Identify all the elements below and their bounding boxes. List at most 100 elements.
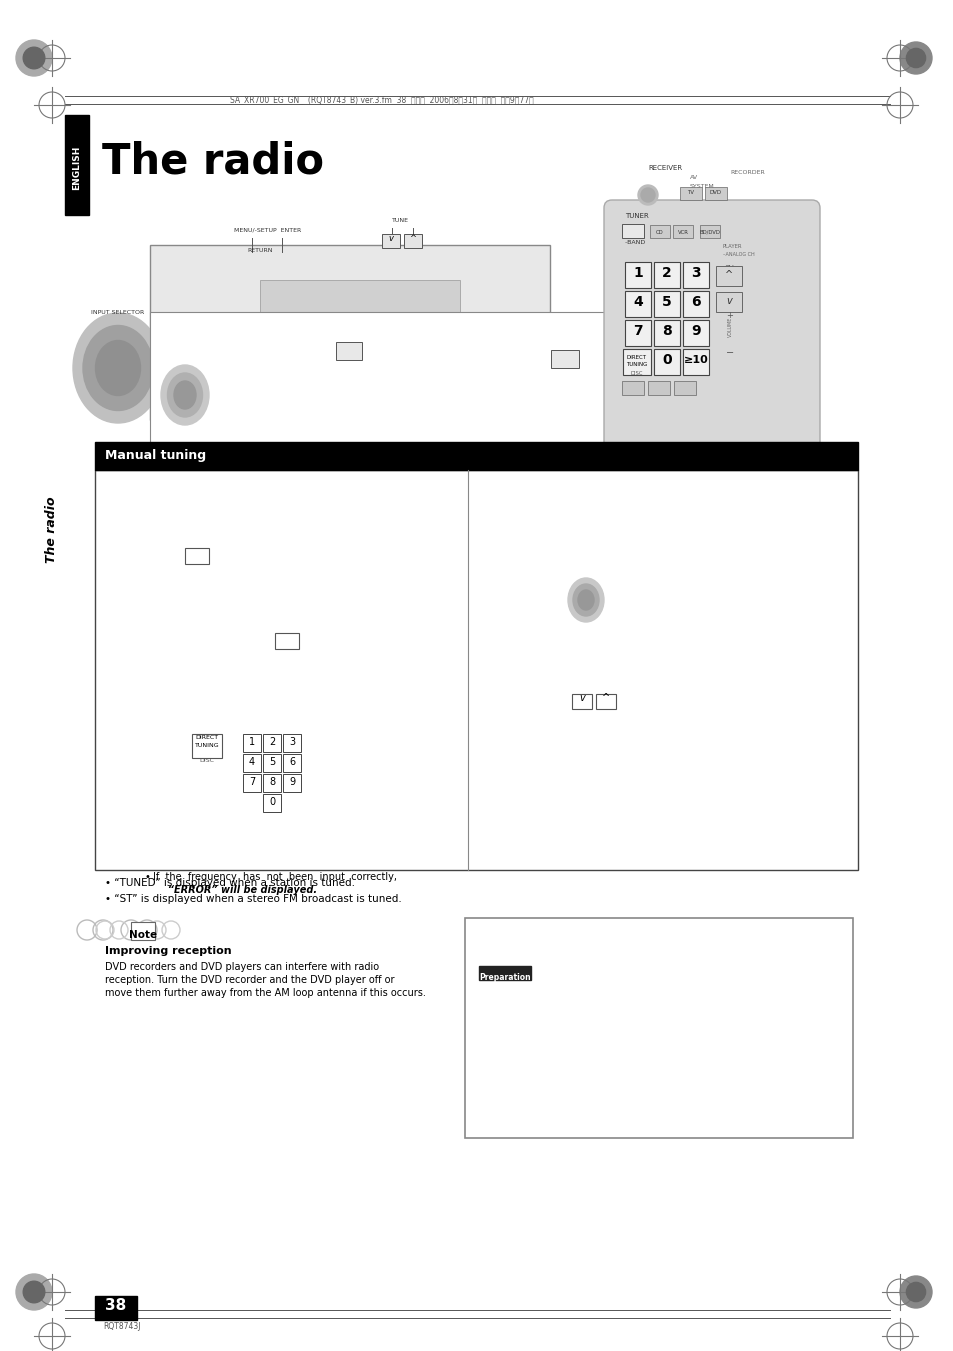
Bar [150, 245, 550, 420]
Bar [263, 754, 281, 771]
Text: Select “9” or “10” and confirm the setting.: Select “9” or “10” and confirm the setti… [495, 1046, 782, 1059]
Text: Select “AM STEP” and confirm the setting.: Select “AM STEP” and confirm the setting… [495, 1020, 778, 1034]
Text: Press [-MENU/-SETUP, RETURN] twice to: Press [-MENU/-SETUP, RETURN] twice to [495, 1088, 760, 1101]
Text: frequency step to suit your area.: frequency step to suit your area. [478, 959, 649, 969]
Text: RETURN: RETURN [552, 349, 578, 353]
Ellipse shape [296, 334, 323, 366]
Text: Select “TUNER” and confirm the setting.: Select “TUNER” and confirm the setting. [495, 994, 765, 1006]
Bar [403, 234, 421, 249]
FancyBboxPatch shape [603, 200, 820, 466]
Text: TUNING: TUNING [626, 362, 647, 367]
Text: Manual tuning: Manual tuning [105, 450, 206, 462]
Text: select “EXIT” and press [ENTER].: select “EXIT” and press [ENTER]. [495, 1104, 715, 1117]
Text: MENU/-SETUP: MENU/-SETUP [543, 336, 586, 340]
Text: TV: TV [687, 190, 694, 195]
Ellipse shape [464, 330, 515, 390]
Text: 3: 3 [478, 1046, 488, 1059]
Circle shape [16, 41, 52, 76]
Text: v: v [725, 296, 731, 305]
Bar [283, 774, 301, 792]
Bar [572, 694, 592, 709]
Text: DVD recorders and DVD players can interfere with radio: DVD recorders and DVD players can interf… [105, 962, 378, 971]
Bar [624, 320, 650, 346]
Text: DVD: DVD [709, 190, 721, 195]
Circle shape [23, 1281, 45, 1302]
Circle shape [899, 42, 931, 74]
Text: • “ST” is displayed when a stereo FM broadcast is tuned.: • “ST” is displayed when a stereo FM bro… [105, 894, 401, 904]
Text: 2: 2 [661, 266, 671, 280]
Text: Hold down [TUNE ∨ or ∧] until the frequency begins
to scroll. Tuning stops when : Hold down [TUNE ∨ or ∧] until the freque… [517, 747, 771, 780]
Text: ^: ^ [724, 270, 732, 280]
Bar [654, 262, 679, 288]
Text: 7: 7 [633, 324, 642, 338]
Text: e.g. FM 107.90 MHz. Press [DIRECT TUNING, DISC] →: e.g. FM 107.90 MHz. Press [DIRECT TUNING… [147, 816, 404, 825]
Text: DISC: DISC [630, 372, 642, 376]
Bar [654, 290, 679, 317]
Text: –ANALOG CH: –ANALOG CH [722, 253, 754, 257]
Text: RETURN: RETURN [247, 249, 273, 253]
Text: DIRECT: DIRECT [195, 735, 218, 740]
Text: 3: 3 [289, 738, 294, 747]
Circle shape [638, 185, 658, 205]
Bar [621, 381, 643, 394]
Text: To use the radio tuner: To use the radio tuner [137, 523, 302, 536]
Text: 4: 4 [633, 295, 642, 309]
Bar [131, 921, 154, 940]
Text: VCR: VCR [677, 230, 688, 235]
Text: To select “TUNER FM” or: To select “TUNER FM” or [511, 523, 696, 536]
Text: TUNER: TUNER [185, 540, 209, 546]
Text: To return to the
previous display/
To cancel: To return to the previous display/ To ca… [558, 392, 646, 426]
Bar [654, 320, 679, 346]
Bar [624, 290, 650, 317]
Text: 9: 9 [691, 324, 700, 338]
Text: INPUT SELECTOR: INPUT SELECTOR [558, 562, 612, 567]
Bar [234, 374, 256, 390]
Text: 3: 3 [100, 690, 131, 734]
Bar [621, 224, 643, 238]
Bar [262, 374, 284, 390]
Text: CD: CD [656, 230, 663, 235]
Text: 4: 4 [478, 1088, 488, 1101]
Text: FM: FM [194, 657, 215, 669]
Bar [263, 794, 281, 812]
Text: Press: Press [147, 544, 180, 557]
Circle shape [899, 1275, 931, 1308]
Circle shape [640, 188, 655, 203]
Text: –BAND: –BAND [185, 567, 209, 574]
Bar [95, 442, 857, 470]
Bar [596, 694, 616, 709]
Text: To select “TUNER FM” or: To select “TUNER FM” or [137, 588, 322, 601]
Ellipse shape [567, 578, 603, 621]
Text: Press and hold: Press and hold [147, 630, 238, 642]
Text: ENGLISH: ENGLISH [72, 146, 81, 190]
Text: 1: 1 [633, 266, 642, 280]
Bar [274, 634, 298, 648]
Bar [624, 262, 650, 288]
Text: 4: 4 [249, 757, 254, 767]
Text: Turn to select.: Turn to select. [194, 453, 269, 462]
Text: Turn: Turn [517, 566, 544, 580]
Text: ≥10: ≥10 [683, 355, 708, 365]
Text: Basic operation: Basic operation [260, 313, 369, 326]
Bar [243, 754, 261, 771]
Text: v: v [578, 693, 584, 703]
Text: VOLUME: VOLUME [727, 316, 732, 336]
Ellipse shape [290, 326, 330, 376]
Bar [716, 266, 741, 286]
Text: INPUT SELECTOR: INPUT SELECTOR [158, 324, 212, 330]
Bar [263, 774, 281, 792]
Bar [283, 754, 301, 771]
Text: Press to confirm
your choice.: Press to confirm your choice. [302, 392, 387, 413]
Bar [95, 1296, 137, 1320]
Text: −: − [725, 349, 733, 358]
Text: AM allocation: AM allocation [478, 921, 616, 940]
Text: 7: 7 [249, 777, 254, 788]
Text: ^: ^ [409, 234, 416, 243]
Bar [716, 292, 741, 312]
Text: 38: 38 [105, 1298, 127, 1313]
Text: 8: 8 [661, 324, 671, 338]
Text: Note: Note [129, 929, 157, 940]
Text: 0: 0 [661, 353, 671, 367]
Text: 9: 9 [289, 777, 294, 788]
Text: PLAYER: PLAYER [722, 245, 741, 249]
